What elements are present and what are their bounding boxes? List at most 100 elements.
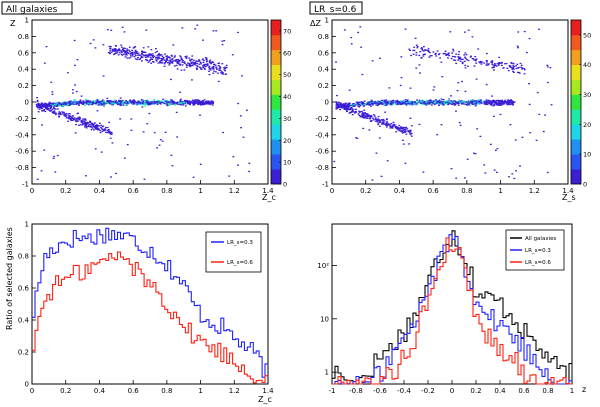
heatmap-cell [155, 101, 158, 103]
heatmap-cell [493, 104, 496, 107]
heatmap-cell [471, 102, 473, 104]
heatmap-cell [348, 103, 351, 105]
heatmap-cell [101, 99, 104, 101]
heatmap-cell [471, 103, 474, 105]
heatmap-cell [384, 111, 387, 113]
heatmap-cell [452, 100, 455, 102]
colorbar-tick-label: 30 [283, 115, 291, 123]
heatmap-cell [148, 101, 151, 104]
heatmap-cell [442, 53, 445, 55]
heatmap-cell [84, 124, 87, 127]
heatmap-cell [377, 120, 380, 122]
heatmap-cell [64, 104, 67, 106]
heatmap-cell [430, 100, 432, 102]
heatmap-cell [205, 58, 208, 61]
heatmap-cell [369, 115, 372, 118]
heatmap-cell [58, 111, 61, 113]
heatmap-cell [499, 113, 502, 116]
heatmap-cell [366, 113, 369, 115]
heatmap-cell [422, 55, 425, 57]
heatmap-cell [198, 102, 200, 104]
heatmap-cell [390, 100, 393, 102]
heatmap-cell [536, 91, 539, 94]
y-tick-label: 0.8 [318, 33, 329, 41]
heatmap-cell [50, 102, 53, 105]
heatmap-cell [109, 49, 112, 51]
heatmap-cell [218, 65, 221, 68]
heatmap-cell [182, 104, 185, 106]
heatmap-cell [80, 121, 83, 123]
heatmap-cell [498, 56, 501, 59]
x-tick-labels: 0 0.2 0.4 0.6 0.8 1 1.2 1.4 [30, 180, 274, 195]
heatmap-cell [345, 107, 348, 109]
y-axis-label: Ratio of selected galaxies [5, 227, 14, 330]
heatmap-cell [166, 103, 169, 105]
heatmap-cell [114, 101, 117, 103]
heatmap-cell [158, 53, 161, 56]
heatmap-cell [521, 136, 524, 138]
heatmap-cell [71, 119, 74, 121]
heatmap-cell [200, 101, 203, 104]
heatmap-cell [394, 103, 397, 105]
heatmap-cell [147, 102, 150, 105]
legend-box [205, 231, 262, 273]
heatmap-cell [41, 104, 44, 106]
heatmap-cell [78, 117, 81, 120]
heatmap-cell [118, 49, 121, 52]
heatmap-cell [221, 73, 224, 75]
heatmap-cell [123, 157, 126, 159]
heatmap-cell [438, 100, 441, 102]
colorbar-segment [571, 94, 581, 110]
heatmap-cell [119, 103, 122, 105]
heatmap-cell [180, 56, 183, 58]
heatmap-cell [380, 175, 383, 178]
colorbar-tick-label: 30 [583, 91, 591, 99]
heatmap-cell [66, 72, 69, 74]
heatmap-cell [504, 63, 506, 65]
heatmap-cell [150, 53, 153, 55]
heatmap-cell [94, 47, 97, 49]
heatmap-cell [109, 133, 112, 135]
heatmap-cell [68, 116, 71, 119]
x-tick-labels: 0 0.2 0.4 0.6 0.8 1 1.2 1.4 [30, 380, 274, 395]
heatmap-cell [473, 101, 476, 104]
heatmap-cell [364, 116, 367, 118]
heatmap-cell [45, 103, 48, 105]
heatmap-cell [127, 102, 129, 105]
heatmap-cell [346, 105, 349, 107]
heatmap-cell [389, 125, 392, 128]
heatmap-cell [181, 100, 184, 103]
heatmap-cell [409, 133, 412, 136]
heatmap-cell [448, 98, 450, 100]
scatter-points [333, 26, 553, 181]
heatmap-cell [145, 55, 148, 57]
heatmap-cell [162, 102, 165, 104]
heatmap-cell [168, 102, 171, 104]
heatmap-cell [491, 95, 493, 97]
heatmap-cell [192, 62, 195, 64]
heatmap-cell [89, 124, 91, 126]
heatmap-cell [78, 118, 81, 121]
heatmap-cell [39, 107, 42, 109]
heatmap-cell [404, 130, 407, 132]
heatmap-cell [118, 99, 121, 102]
heatmap-cell [160, 54, 163, 56]
heatmap-cell [422, 99, 424, 102]
heatmap-cell [106, 29, 109, 31]
heatmap-cell [78, 116, 81, 118]
heatmap-cell [183, 69, 186, 71]
heatmap-cell [208, 103, 211, 105]
heatmap-cell [176, 68, 179, 70]
heatmap-cell [499, 104, 501, 106]
heatmap-cell [445, 103, 448, 105]
heatmap-cell [106, 100, 109, 103]
heatmap-cell [513, 101, 516, 103]
heatmap-cell [160, 60, 163, 62]
heatmap-cell [361, 116, 364, 118]
heatmap-cell [95, 126, 98, 128]
heatmap-cell [439, 57, 442, 59]
y-tick-label: -0.6 [15, 148, 29, 156]
heatmap-cell [400, 130, 403, 132]
heatmap-cell [130, 129, 133, 131]
heatmap-cell [201, 102, 204, 105]
